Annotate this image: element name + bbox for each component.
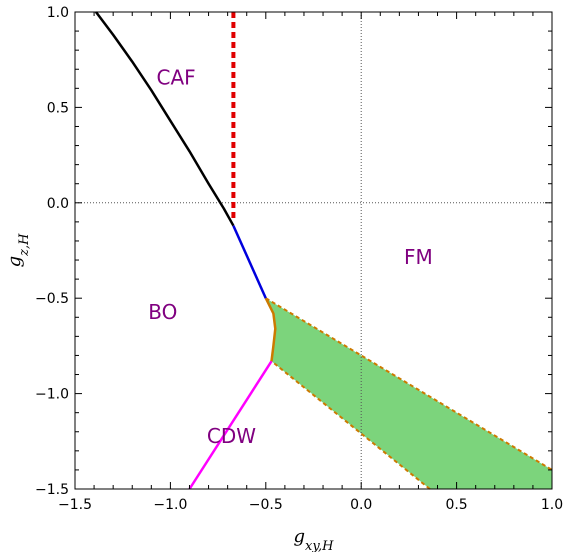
phase-boundary-5	[264, 297, 277, 362]
region-label-fm: FM	[404, 245, 433, 269]
x-tick-label: −1.0	[153, 497, 187, 513]
y-tick-label: −0.5	[35, 291, 69, 307]
x-tick-label: −1.5	[58, 497, 92, 513]
x-tick-label: −0.5	[249, 497, 283, 513]
phase-boundary-3	[232, 225, 267, 299]
y-tick-label: 0.5	[47, 100, 69, 116]
x-tick-label: 0.0	[350, 497, 372, 513]
x-tick-label: 1.0	[541, 497, 563, 513]
y-tick-label: −1.5	[35, 482, 69, 498]
shaded-region	[265, 298, 552, 489]
region-label-bo: BO	[148, 300, 177, 324]
y-tick-label: 1.0	[47, 5, 69, 21]
phase-boundary-1	[95, 11, 235, 227]
y-axis-label: gz,H	[4, 233, 32, 268]
region-label-caf: CAF	[157, 66, 196, 90]
y-tick-label: −1.0	[35, 387, 69, 403]
plot-frame	[74, 11, 553, 490]
x-tick-label: 0.5	[445, 497, 467, 513]
shaded-region-lower-edge	[270, 360, 431, 490]
region-label-cdw: CDW	[207, 424, 256, 448]
phase-boundary-4	[188, 360, 273, 490]
x-axis-label: gxy,H	[294, 526, 335, 552]
y-tick-label: 0.0	[47, 196, 69, 212]
